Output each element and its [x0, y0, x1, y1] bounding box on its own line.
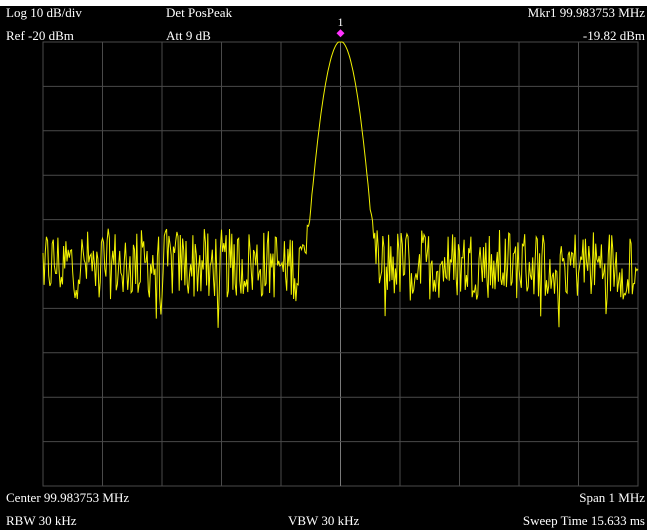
top-strip	[0, 0, 647, 6]
marker-diamond	[336, 29, 345, 38]
center-frequency-label: Center 99.983753 MHz	[6, 490, 130, 505]
spectrum-trace	[42, 41, 639, 328]
sweep-time-label: Sweep Time 15.633 ms	[522, 513, 645, 528]
detector-label: Det PosPeak	[166, 5, 233, 20]
marker-level-readout: -19.82 dBm	[582, 28, 645, 43]
vbw-label: VBW 30 kHz	[288, 513, 360, 528]
rbw-label: RBW 30 kHz	[6, 513, 77, 528]
marker-number-label: 1	[338, 15, 344, 29]
ref-level-label: Ref -20 dBm	[6, 28, 74, 43]
scale-label: Log 10 dB/div	[6, 5, 82, 20]
marker-frequency-readout: Mkr1 99.983753 MHz	[527, 5, 645, 20]
attenuation-label: Att 9 dB	[166, 28, 211, 43]
span-label: Span 1 MHz	[579, 490, 645, 505]
